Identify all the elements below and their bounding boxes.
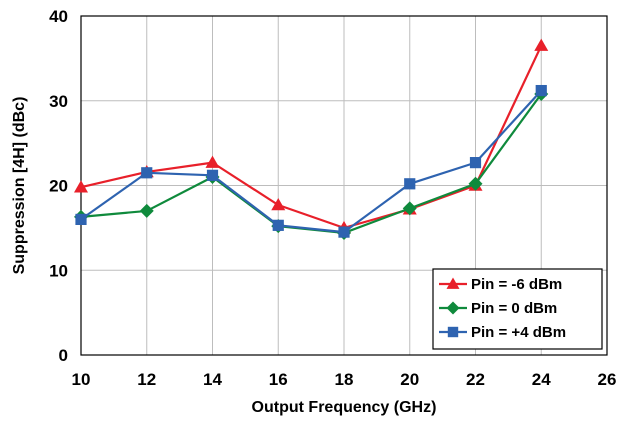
series-line	[80, 45, 543, 229]
legend-item: Pin = +4 dBm	[439, 324, 566, 341]
data-point	[206, 169, 219, 181]
x-tick-label: 24	[532, 370, 551, 389]
data-point	[534, 38, 549, 51]
legend-label: Pin = -6 dBm	[471, 276, 562, 293]
x-tick-label: 12	[137, 370, 156, 389]
data-point	[141, 167, 153, 179]
y-tick-label: 30	[49, 92, 68, 111]
legend-marker	[447, 326, 459, 338]
x-tick-label: 16	[269, 370, 288, 389]
data-point	[468, 176, 483, 191]
x-tick-label: 26	[598, 370, 617, 389]
series-line	[80, 89, 543, 234]
data-point	[272, 219, 284, 231]
y-tick-label: 20	[49, 177, 68, 196]
data-point	[74, 180, 88, 193]
data-point	[469, 157, 482, 169]
x-tick-label: 20	[400, 370, 419, 389]
x-tick-label: 22	[466, 370, 485, 389]
legend: Pin = -6 dBm Pin = 0 dBm Pin = +4 dBm	[432, 268, 603, 350]
data-point	[535, 84, 547, 97]
series	[74, 38, 549, 240]
y-axis-ticks: 0 10 20 30 40	[49, 7, 68, 365]
data-point	[205, 155, 220, 168]
data-point	[139, 203, 154, 218]
x-tick-label: 10	[72, 370, 91, 389]
legend-label: Pin = +4 dBm	[471, 324, 566, 341]
data-point	[404, 178, 416, 190]
x-axis-title: Output Frequency (GHz)	[252, 399, 437, 416]
y-tick-label: 10	[49, 261, 68, 280]
legend-marker	[446, 301, 460, 315]
data-point	[75, 213, 87, 225]
legend-item: Pin = 0 dBm	[439, 300, 557, 317]
data-point	[338, 226, 350, 238]
legend-items: Pin = -6 dBm Pin = 0 dBm Pin = +4 dBm	[439, 276, 566, 341]
series-0	[74, 38, 549, 234]
y-tick-label: 40	[49, 7, 68, 26]
x-axis-ticks: 10 12 14 16 18 20 22 24 26	[72, 370, 617, 389]
y-tick-label: 0	[59, 346, 68, 365]
legend-item: Pin = -6 dBm	[439, 276, 562, 293]
legend-marker	[446, 277, 460, 289]
data-point	[271, 197, 286, 211]
x-tick-label: 18	[335, 370, 354, 389]
y-axis-title: Suppression [4H] (dBc)	[11, 97, 28, 275]
data-point	[402, 201, 417, 216]
series-2	[75, 84, 547, 238]
legend-label: Pin = 0 dBm	[471, 300, 557, 317]
x-tick-label: 14	[203, 370, 222, 389]
